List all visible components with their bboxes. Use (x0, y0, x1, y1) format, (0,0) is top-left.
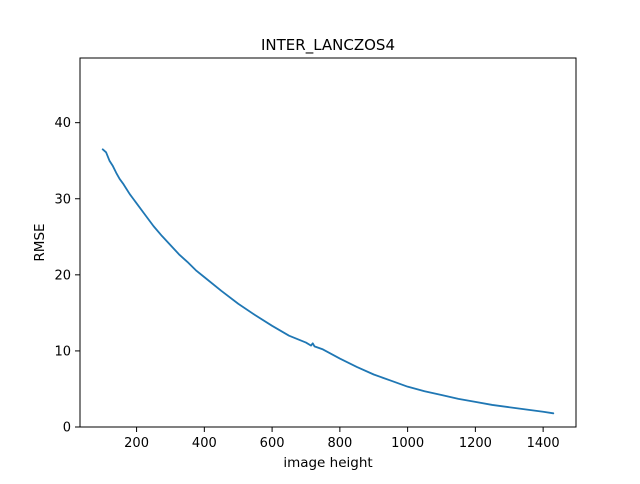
x-tick-label: 1000 (391, 436, 424, 451)
x-axis: 200 400 600 800 1000 1200 1400 (124, 427, 560, 451)
y-tick-label: 20 (54, 268, 71, 283)
x-tick-label: 1200 (459, 436, 492, 451)
x-tick-label: 800 (327, 436, 352, 451)
chart-title: INTER_LANCZOS4 (261, 36, 395, 55)
x-tick-label: 600 (260, 436, 285, 451)
x-tick-label: 200 (124, 436, 149, 451)
plot-area (79, 57, 577, 428)
y-axis-label: RMSE (32, 223, 48, 261)
x-tick-label: 400 (192, 436, 217, 451)
y-tick-label: 0 (63, 421, 71, 436)
y-tick-label: 10 (54, 344, 71, 359)
axes-frame (79, 57, 577, 428)
x-axis-label: image height (283, 455, 372, 471)
series-line (101, 148, 555, 415)
y-tick-label: 30 (54, 192, 71, 207)
x-tick-label: 1400 (527, 436, 560, 451)
y-tick-label: 40 (54, 116, 71, 131)
y-axis: 0 10 20 30 40 (54, 116, 80, 436)
